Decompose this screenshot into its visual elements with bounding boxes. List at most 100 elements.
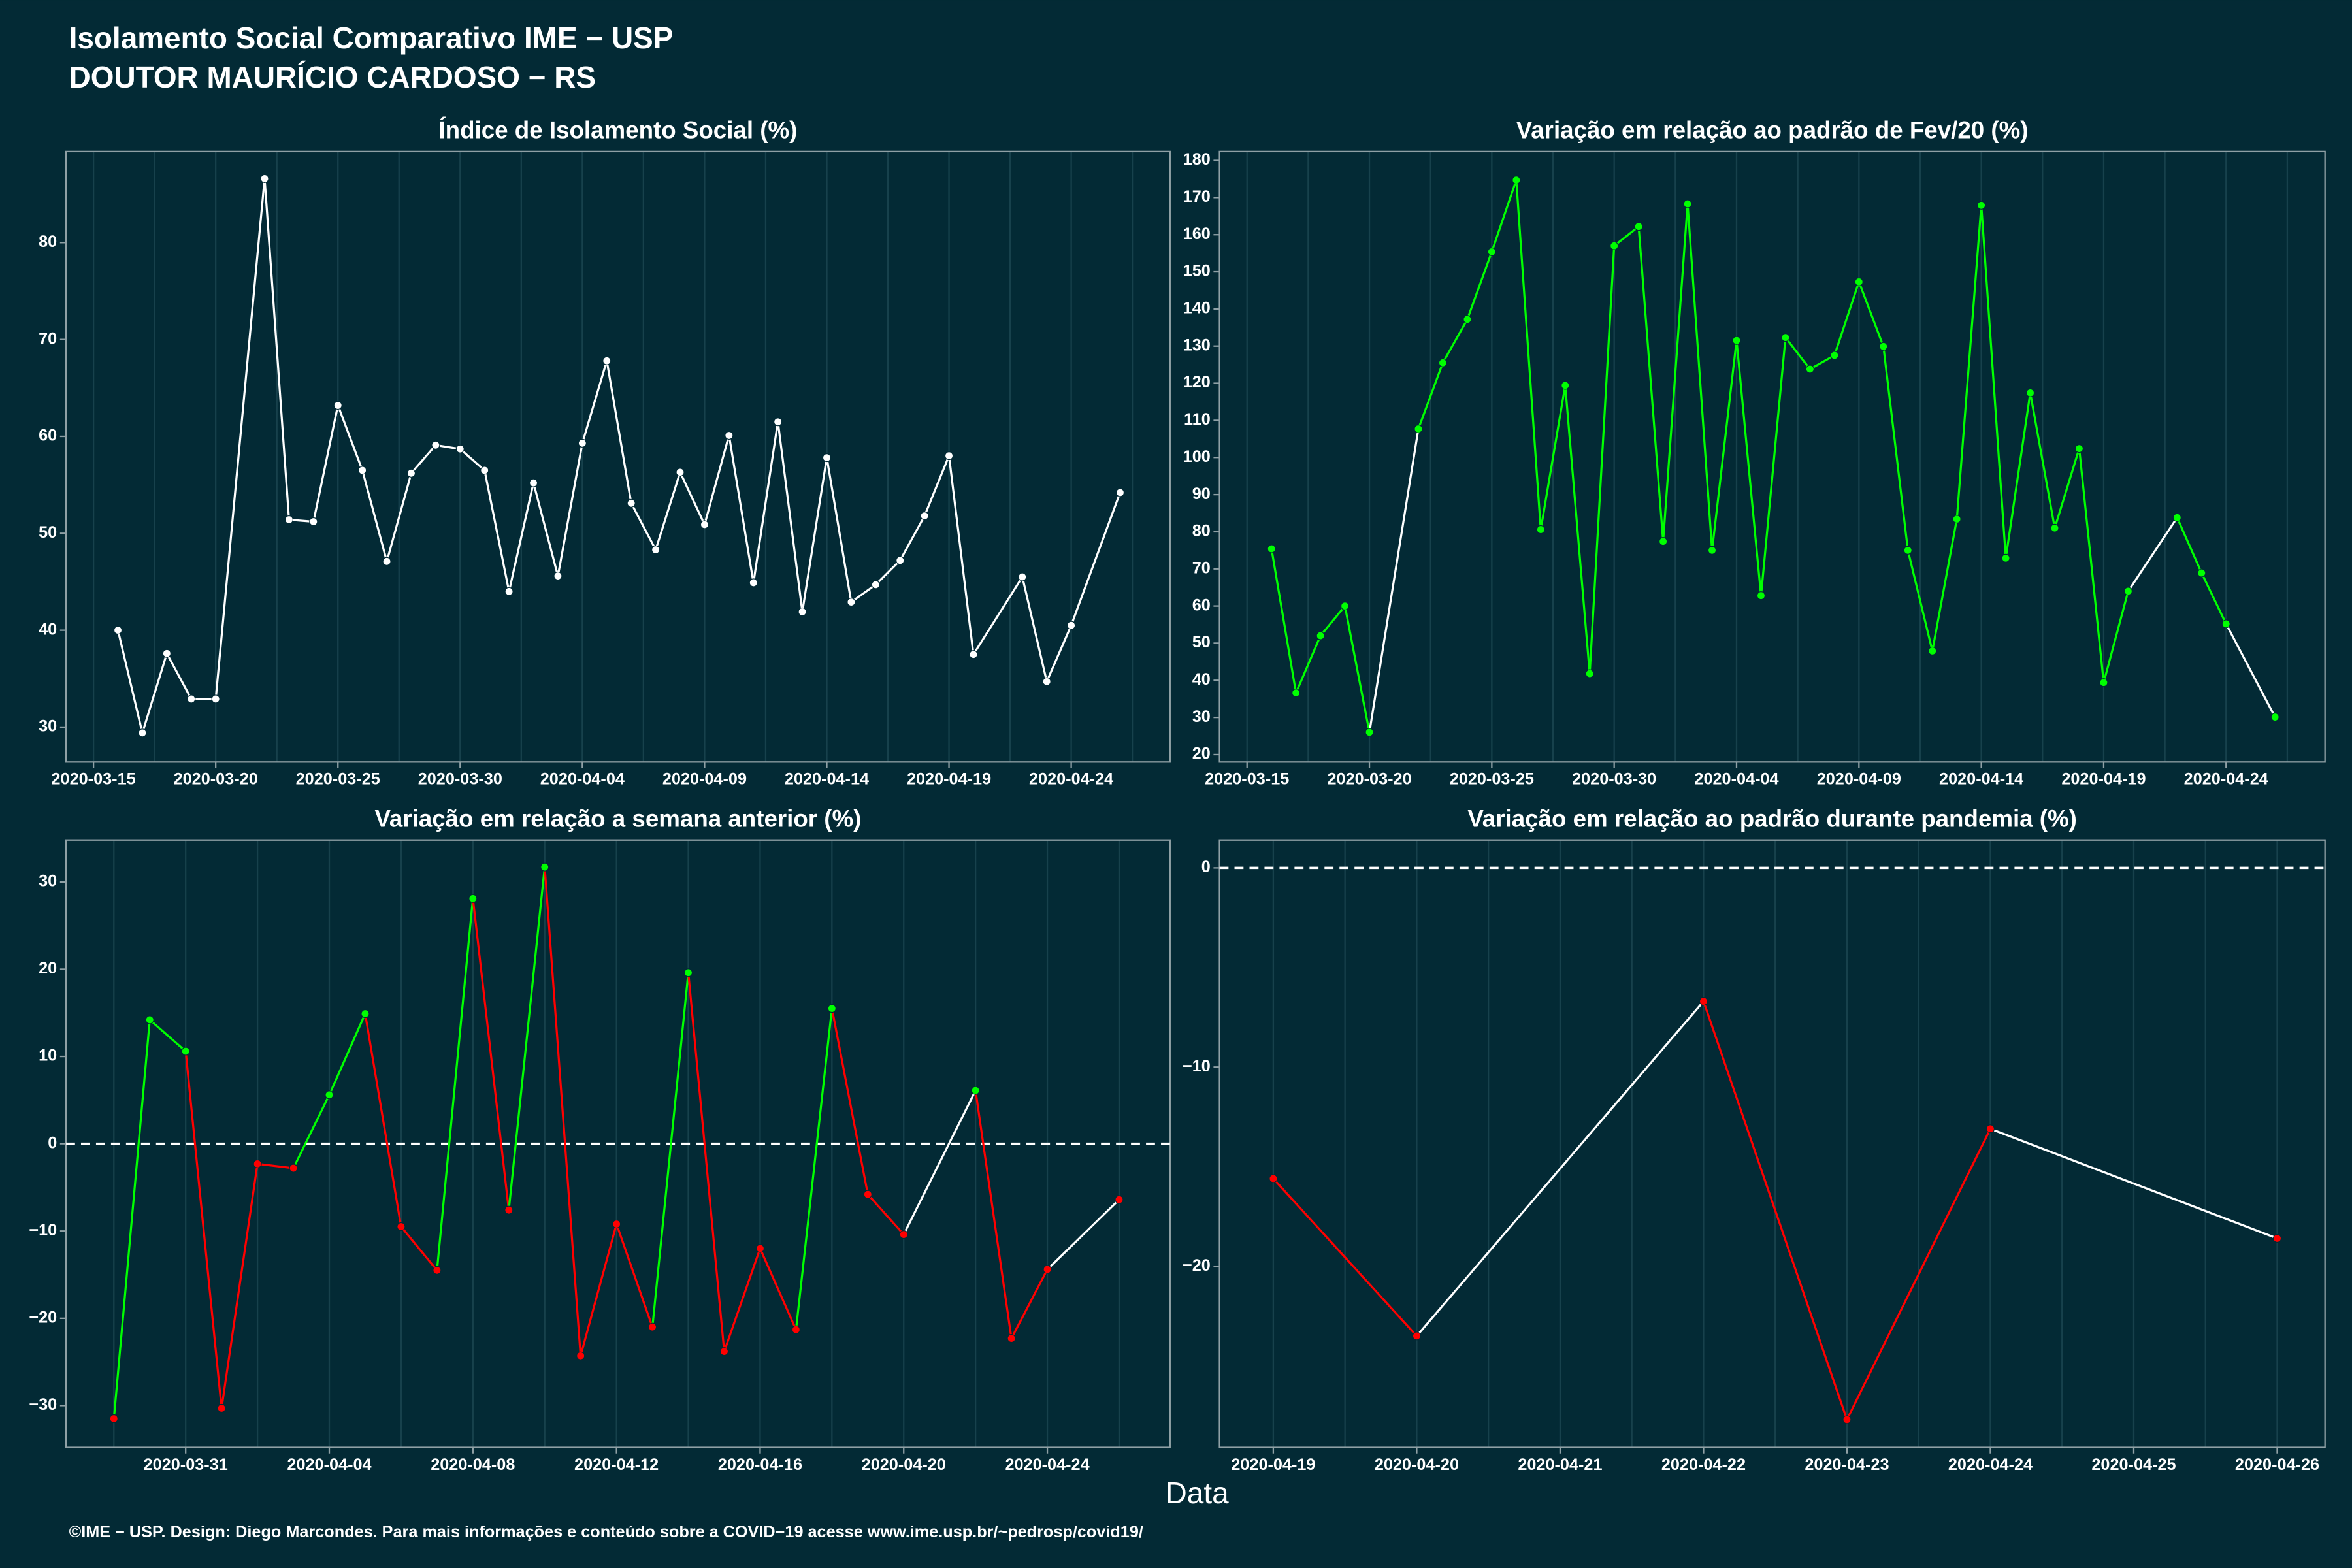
- point: [1985, 1124, 1995, 1134]
- line-segment: [400, 1226, 438, 1271]
- y-tick-label: −30: [29, 1396, 57, 1414]
- line-segment: [2127, 517, 2178, 592]
- x-tick-label: 2020-04-04: [540, 770, 625, 789]
- line-segment: [801, 457, 828, 612]
- y-tick-label: 30: [39, 717, 57, 736]
- line-segment: [1833, 281, 1860, 356]
- y-tick-label: 50: [1192, 633, 1211, 651]
- line-segment: [214, 178, 266, 700]
- line-segment: [1588, 246, 1616, 674]
- point: [755, 1244, 764, 1253]
- point: [2197, 568, 2206, 578]
- line-segment: [825, 457, 853, 602]
- line-segment: [385, 472, 413, 562]
- y-tick-label: 100: [1183, 448, 1211, 466]
- point: [187, 694, 196, 704]
- line-segment: [1613, 225, 1640, 247]
- line-segment: [1710, 340, 1738, 551]
- x-tick-label: 2020-04-09: [1817, 770, 1901, 789]
- point: [284, 515, 293, 525]
- point: [309, 517, 318, 527]
- point: [1732, 336, 1741, 345]
- point: [1683, 199, 1692, 208]
- point: [1805, 365, 1814, 374]
- line-segment: [723, 1248, 761, 1352]
- y-tick-label: 130: [1183, 336, 1211, 354]
- point: [2270, 713, 2279, 722]
- line-segment: [141, 653, 168, 734]
- line-segment: [532, 482, 559, 576]
- x-tick-label: 2020-04-19: [1231, 1456, 1315, 1474]
- point: [540, 862, 549, 872]
- line-segment: [2176, 517, 2203, 574]
- line-segment: [1515, 180, 1542, 530]
- x-tick-label: 2020-04-24: [1948, 1456, 2033, 1474]
- y-tick-label: −10: [29, 1221, 57, 1239]
- x-tick-label: 2020-04-12: [574, 1456, 659, 1474]
- point: [397, 1222, 406, 1232]
- line-segment: [1344, 606, 1371, 733]
- x-tick-label: 2020-03-20: [1327, 770, 1411, 789]
- line-segment: [1319, 605, 1346, 637]
- x-tick-label: 2020-03-20: [174, 770, 258, 789]
- point: [529, 478, 538, 487]
- point: [2172, 513, 2181, 522]
- line-segment: [2078, 448, 2105, 683]
- x-tick-label: 2020-03-25: [1450, 770, 1534, 789]
- line-segment: [410, 444, 437, 474]
- line-segment: [312, 405, 339, 522]
- point: [2050, 523, 2059, 532]
- point: [361, 1009, 370, 1019]
- y-tick-label: 20: [39, 959, 57, 977]
- line-segment: [364, 1013, 402, 1227]
- line-segment: [1442, 319, 1469, 364]
- point: [1115, 488, 1124, 497]
- line-segment: [1662, 203, 1689, 542]
- y-tick-label: 40: [1192, 670, 1211, 689]
- y-tick-label: 20: [1192, 745, 1211, 763]
- point: [382, 557, 391, 566]
- line-segment: [328, 1013, 367, 1096]
- line-segment: [1955, 205, 1983, 519]
- line-segment: [1272, 1177, 1418, 1337]
- line-segment: [2004, 393, 2032, 559]
- point: [827, 1004, 836, 1013]
- x-tick-label: 2020-03-15: [52, 770, 136, 789]
- line-segment: [184, 1051, 223, 1409]
- point: [181, 1047, 190, 1056]
- line-segment: [1010, 1269, 1049, 1339]
- point: [1512, 176, 1521, 185]
- point: [1842, 1415, 1852, 1424]
- y-tick-label: 110: [1184, 410, 1211, 429]
- x-tick-label: 2020-04-23: [1805, 1456, 1889, 1474]
- x-tick-label: 2020-04-08: [431, 1456, 515, 1474]
- point: [1952, 515, 1961, 524]
- point: [971, 1086, 980, 1095]
- line-segment: [2200, 572, 2227, 625]
- y-tick-label: 10: [39, 1047, 57, 1065]
- y-tick-label: 30: [1192, 708, 1211, 726]
- line-segment: [459, 448, 485, 472]
- line-segment: [875, 559, 901, 586]
- x-tick-label: 2020-04-14: [785, 770, 869, 789]
- point: [683, 968, 693, 977]
- line-segment: [361, 470, 388, 562]
- x-tick-label: 2020-03-30: [1572, 770, 1656, 789]
- x-tick-label: 2020-04-21: [1518, 1456, 1602, 1474]
- line-segment: [112, 1019, 151, 1419]
- x-tick-label: 2020-03-31: [144, 1456, 228, 1474]
- point: [920, 512, 929, 521]
- point: [1463, 315, 1472, 324]
- y-tick-label: 70: [39, 329, 57, 348]
- line-segment: [606, 360, 632, 504]
- point: [113, 626, 123, 635]
- line-segment: [1417, 362, 1444, 430]
- y-tick-label: 0: [48, 1134, 57, 1152]
- line-segment: [655, 472, 681, 550]
- panel-frame: [1218, 150, 2326, 763]
- line-segment: [1784, 336, 1811, 370]
- line-segment: [1931, 519, 1958, 651]
- point: [774, 417, 783, 427]
- point: [648, 1322, 657, 1331]
- x-tick-label: 2020-04-24: [1005, 1456, 1089, 1474]
